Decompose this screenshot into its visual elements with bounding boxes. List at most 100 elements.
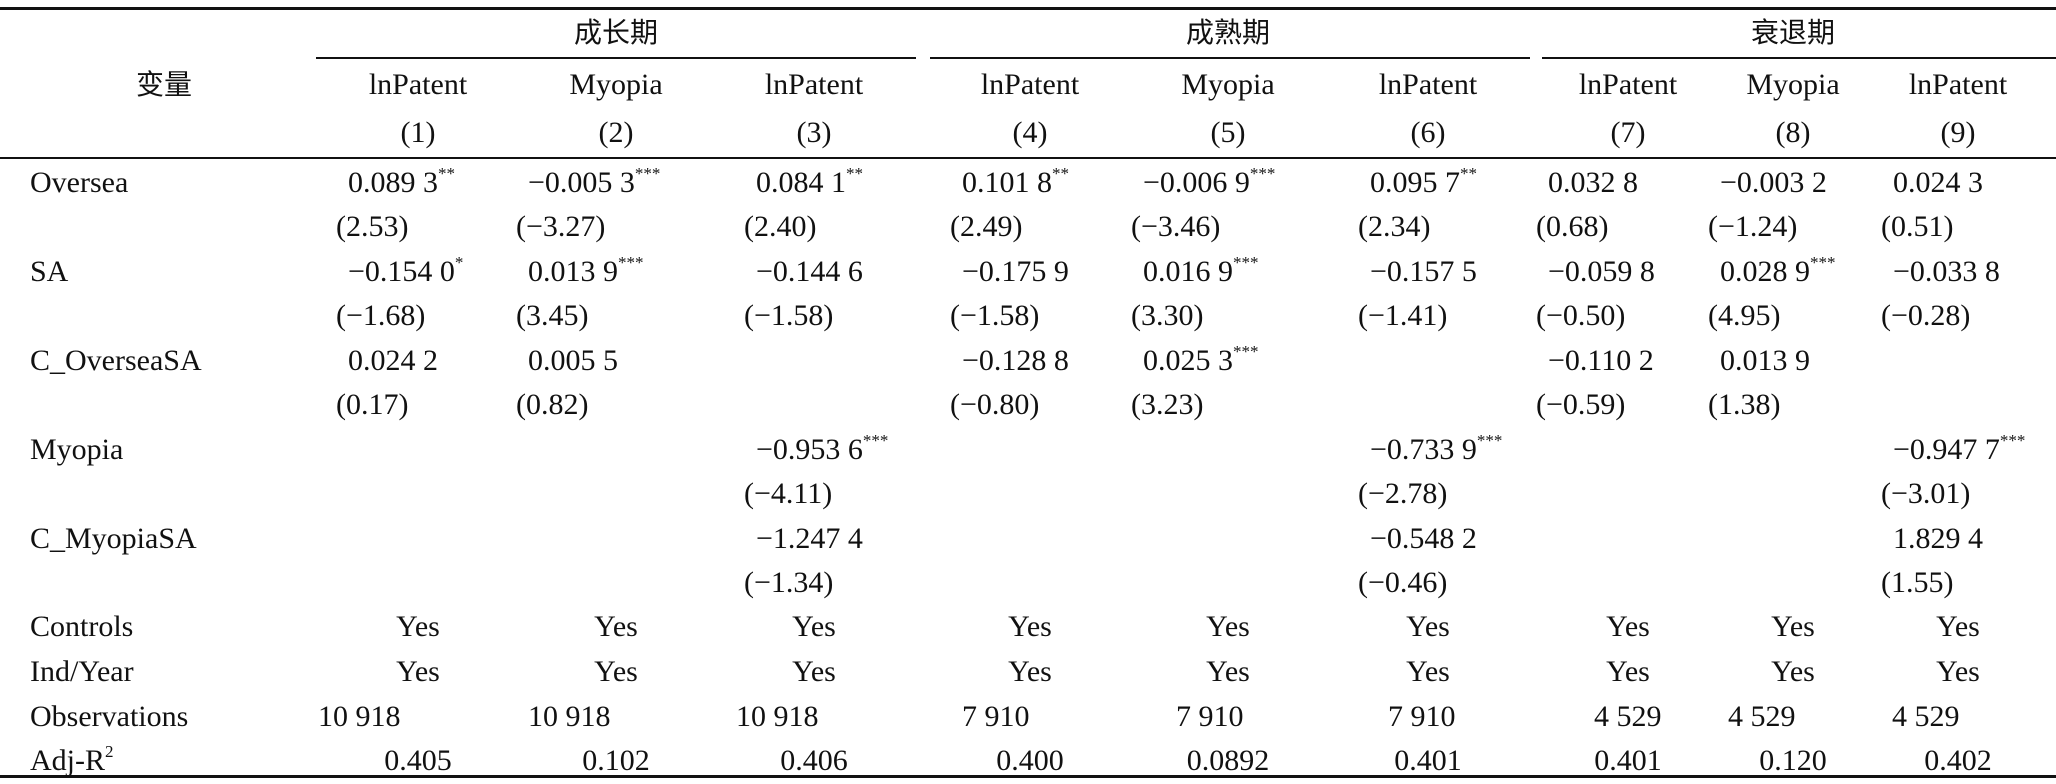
indyear-cell: Yes bbox=[1206, 655, 1250, 688]
observations-cell: 7 910 bbox=[1176, 700, 1244, 733]
t-stat-cell: (3.23) bbox=[1131, 388, 1204, 421]
coef-value: 0.013 9 bbox=[528, 255, 618, 288]
t-stat-cell: (−4.11) bbox=[744, 477, 833, 510]
variable-header: 变量 bbox=[136, 68, 193, 101]
coef-value: 0.005 5 bbox=[528, 344, 618, 377]
coef-value: 0.024 2 bbox=[348, 344, 438, 377]
controls-cell: Yes bbox=[1008, 610, 1052, 643]
adjr2-cell: 0.406 bbox=[780, 744, 848, 777]
column-number: (9) bbox=[1940, 116, 1976, 149]
coef-cell: 0.089 3** bbox=[348, 165, 455, 200]
significance-stars: ** bbox=[1460, 164, 1477, 183]
adjr2-cell: 0.120 bbox=[1759, 744, 1827, 777]
coef-cell: 0.028 9*** bbox=[1720, 253, 1836, 289]
significance-stars: *** bbox=[1476, 431, 1503, 450]
top-rule bbox=[0, 7, 2056, 10]
bottom-rule bbox=[0, 775, 2056, 778]
group-underline-3 bbox=[1542, 57, 2056, 59]
dep-var-header: lnPatent bbox=[1378, 68, 1478, 101]
t-stat-cell: (0.17) bbox=[336, 388, 409, 421]
coef-value: 0.025 3 bbox=[1143, 344, 1233, 377]
coef-value: −0.953 6 bbox=[756, 433, 863, 466]
t-stat-cell: (4.95) bbox=[1708, 299, 1781, 332]
t-stat-cell: (1.55) bbox=[1881, 566, 1954, 599]
observations-cell: 4 529 bbox=[1594, 700, 1662, 733]
coef-value: −0.110 2 bbox=[1548, 344, 1654, 377]
t-stat-cell: (−0.46) bbox=[1358, 566, 1448, 599]
group-header: 衰退期 bbox=[1750, 16, 1836, 49]
column-number: (3) bbox=[796, 116, 832, 149]
t-stat-cell: (−1.41) bbox=[1358, 299, 1448, 332]
group-header: 成长期 bbox=[573, 16, 659, 49]
row-label: Ind/Year bbox=[30, 655, 134, 688]
coef-cell: −0.006 9*** bbox=[1143, 164, 1276, 200]
coef-value: −0.144 6 bbox=[756, 255, 863, 288]
observations-cell: 4 529 bbox=[1728, 700, 1796, 733]
dep-var-header: lnPatent bbox=[368, 68, 468, 101]
dep-var-header: lnPatent bbox=[1578, 68, 1678, 101]
coef-cell: 1.829 4 bbox=[1893, 522, 1983, 556]
adjr2-cell: 0.405 bbox=[384, 744, 452, 777]
t-stat-cell: (−1.68) bbox=[336, 299, 426, 332]
coef-cell: −0.005 3*** bbox=[528, 164, 661, 200]
row-label: Oversea bbox=[30, 166, 129, 199]
row-label: C_MyopiaSA bbox=[30, 522, 197, 555]
t-stat-cell: (−3.01) bbox=[1881, 477, 1971, 510]
coef-value: 0.095 7 bbox=[1370, 166, 1460, 199]
coef-value: 0.016 9 bbox=[1143, 255, 1233, 288]
controls-cell: Yes bbox=[1406, 610, 1450, 643]
coef-cell: 0.016 9*** bbox=[1143, 253, 1259, 289]
coef-value: 1.829 4 bbox=[1893, 522, 1983, 555]
row-label: Observations bbox=[30, 700, 189, 733]
adj-r-label: Adj-R bbox=[30, 744, 105, 777]
t-stat-cell: (−1.58) bbox=[950, 299, 1040, 332]
indyear-cell: Yes bbox=[396, 655, 440, 688]
coef-cell: 0.005 5 bbox=[528, 344, 618, 378]
dep-var-header: Myopia bbox=[1746, 68, 1840, 101]
t-stat-cell: (−0.50) bbox=[1536, 299, 1626, 332]
coef-cell: −0.175 9 bbox=[962, 255, 1069, 289]
coef-value: −0.005 3 bbox=[528, 166, 635, 199]
coef-cell: −0.110 2 bbox=[1548, 344, 1654, 378]
coef-cell: 0.013 9*** bbox=[528, 253, 644, 289]
significance-stars: *** bbox=[1233, 253, 1259, 272]
significance-stars: *** bbox=[618, 253, 644, 272]
dep-var-header: lnPatent bbox=[1908, 68, 2008, 101]
indyear-cell: Yes bbox=[594, 655, 638, 688]
t-stat-cell: (−2.78) bbox=[1358, 477, 1448, 510]
significance-stars: *** bbox=[1233, 342, 1259, 361]
coef-value: −0.006 9 bbox=[1143, 166, 1250, 199]
observations-cell: 10 918 bbox=[318, 700, 401, 733]
t-stat-cell: (−1.58) bbox=[744, 299, 834, 332]
significance-stars: *** bbox=[634, 164, 661, 183]
t-stat-cell: (1.38) bbox=[1708, 388, 1781, 421]
significance-stars: * bbox=[454, 253, 464, 272]
t-stat-cell: (0.51) bbox=[1881, 210, 1954, 243]
coef-cell: −0.157 5 bbox=[1370, 255, 1477, 289]
t-stat-cell: (3.45) bbox=[516, 299, 589, 332]
coef-cell: 0.032 8 bbox=[1548, 166, 1638, 200]
column-number: (4) bbox=[1012, 116, 1048, 149]
adjr2-cell: 0.401 bbox=[1394, 744, 1462, 777]
t-stat-cell: (−1.24) bbox=[1708, 210, 1798, 243]
coef-value: −0.947 7 bbox=[1893, 433, 2000, 466]
column-number: (5) bbox=[1210, 116, 1246, 149]
controls-cell: Yes bbox=[1206, 610, 1250, 643]
t-stat-cell: (−0.80) bbox=[950, 388, 1040, 421]
indyear-cell: Yes bbox=[1771, 655, 1815, 688]
coef-cell: 0.024 2 bbox=[348, 344, 438, 378]
significance-stars: *** bbox=[1810, 253, 1836, 272]
row-label: SA bbox=[30, 255, 69, 288]
significance-stars: *** bbox=[1999, 431, 2026, 450]
controls-cell: Yes bbox=[792, 610, 836, 643]
coef-cell: −0.733 9*** bbox=[1370, 431, 1503, 467]
observations-cell: 7 910 bbox=[1388, 700, 1456, 733]
coef-cell: 0.025 3*** bbox=[1143, 342, 1259, 378]
coef-value: −0.033 8 bbox=[1893, 255, 2000, 288]
significance-stars: *** bbox=[1249, 164, 1276, 183]
observations-cell: 10 918 bbox=[736, 700, 819, 733]
coef-value: 0.024 3 bbox=[1893, 166, 1983, 199]
coef-value: −0.175 9 bbox=[962, 255, 1069, 288]
coef-cell: −0.033 8 bbox=[1893, 255, 2000, 289]
coef-value: 0.089 3 bbox=[348, 166, 438, 199]
